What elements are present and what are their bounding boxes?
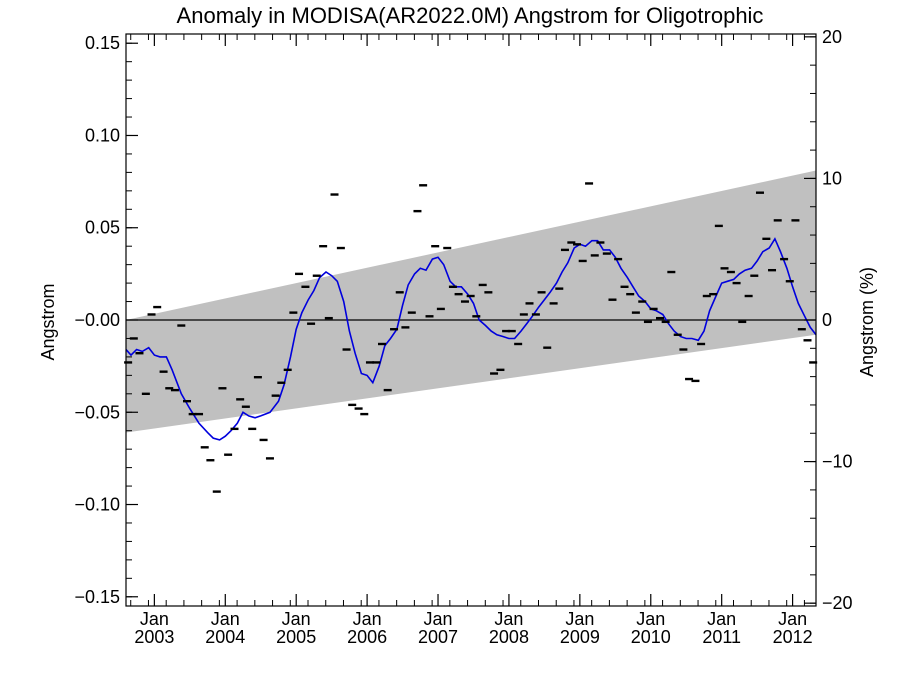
x-tick-year-label: 2003: [134, 627, 174, 647]
y2-tick-label: −10: [822, 452, 853, 472]
smoothed-line: [125, 237, 817, 441]
y2-tick-label: 10: [822, 168, 842, 188]
x-tick-year-label: 2011: [702, 627, 741, 647]
y2-tick-label: 0: [822, 310, 832, 330]
y-axis-right: 20 10 0 −10 −20: [804, 27, 853, 613]
y2-tick-label: 20: [822, 27, 842, 47]
monthly-markers: [124, 182, 818, 493]
x-tick-year-label: 2005: [276, 627, 316, 647]
x-tick-year-label: 2004: [205, 627, 245, 647]
y-axis-left: 0.15 0.10 0.05 −0.00 −0.05 −0.10 −0.15: [74, 33, 138, 607]
y2-tick-label: −20: [822, 593, 853, 613]
y-tick-label: −0.00: [74, 310, 120, 330]
x-tick-month-label: Jan: [282, 609, 311, 629]
y-tick-label: −0.10: [74, 495, 120, 515]
x-tick-month-label: Jan: [140, 609, 169, 629]
x-tick-month-label: Jan: [565, 609, 594, 629]
x-tick-month-label: Jan: [707, 609, 736, 629]
x-tick-year-label: 2006: [347, 627, 387, 647]
plot-area: [124, 170, 818, 493]
x-tick-year-label: 2007: [418, 627, 458, 647]
x-tick-month-label: Jan: [424, 609, 453, 629]
x-tick-year-label: 2009: [560, 627, 600, 647]
x-tick-year-label: 2012: [773, 627, 813, 647]
x-tick-month-label: Jan: [636, 609, 665, 629]
x-tick-month-label: Jan: [494, 609, 523, 629]
chart-title: Anomaly in MODISA(AR2022.0M) Angstrom fo…: [177, 3, 764, 28]
x-tick-year-label: 2008: [489, 627, 529, 647]
x-tick-year-label: 2010: [631, 627, 671, 647]
y2-axis-title: Angstrom (%): [857, 267, 877, 377]
y-tick-label: 0.10: [85, 125, 120, 145]
x-tick-month-label: Jan: [353, 609, 382, 629]
y-tick-label: 0.05: [85, 218, 120, 238]
x-axis: Jan2003Jan2004Jan2005Jan2006Jan2007Jan20…: [130, 34, 813, 647]
y-tick-label: −0.15: [74, 587, 120, 607]
y-tick-label: 0.15: [85, 33, 120, 53]
x-tick-month-label: Jan: [778, 609, 807, 629]
trend-band: [126, 170, 816, 433]
y-tick-label: −0.05: [74, 402, 120, 422]
x-tick-month-label: Jan: [211, 609, 240, 629]
y-axis-title: Angstrom: [38, 283, 58, 360]
